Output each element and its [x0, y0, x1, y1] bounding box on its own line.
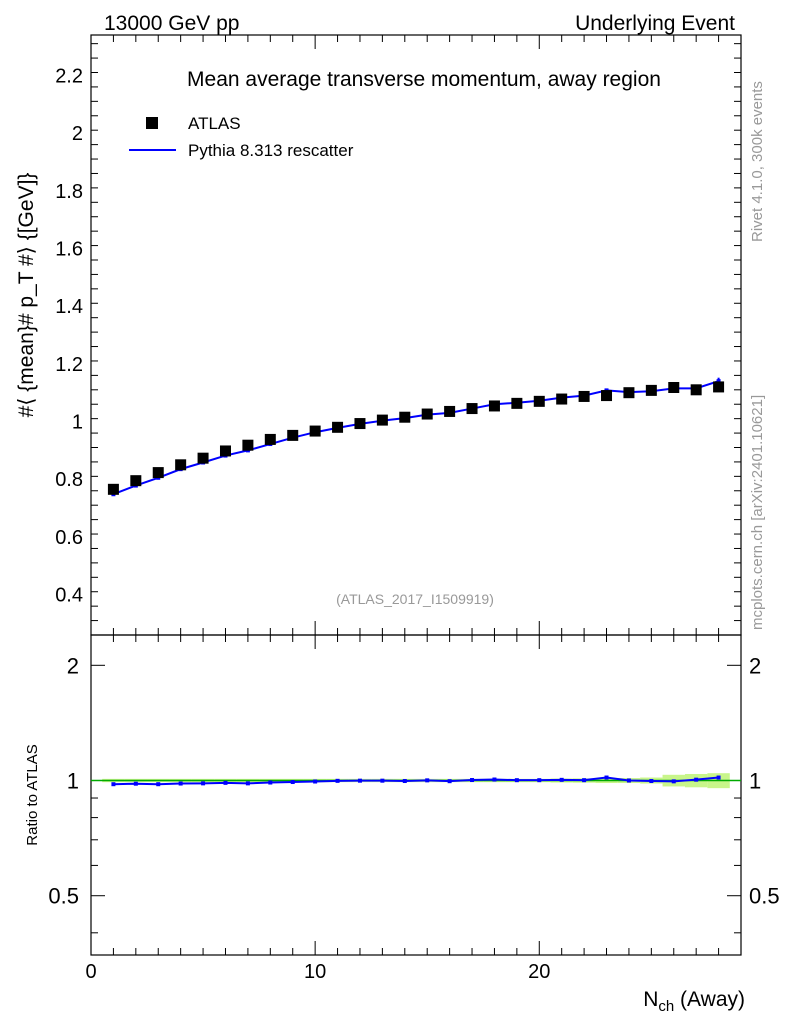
- ratio-panel-frame: [90, 634, 742, 956]
- ratio-y-axis-label: Ratio to ATLAS: [24, 744, 41, 845]
- main-y-tick-label: 1.6: [55, 238, 83, 260]
- atlas-point: [219, 445, 231, 457]
- main-y-tick-label: 2: [72, 123, 83, 145]
- atlas-point: [668, 382, 680, 393]
- ratio-pythia-point: [716, 775, 721, 780]
- x-tick-label: 0: [85, 961, 96, 983]
- atlas-point: [287, 429, 299, 441]
- ratio-pythia-point: [671, 779, 676, 784]
- ratio-y-tick-label: 1: [67, 769, 79, 794]
- main-y-tick-label: 0.4: [55, 585, 83, 607]
- ratio-pythia-point: [425, 778, 430, 783]
- atlas-point: [152, 467, 164, 479]
- atlas-point: [488, 400, 500, 412]
- atlas-point: [399, 411, 411, 423]
- ratio-pythia-point: [133, 781, 138, 786]
- ratio-pythia-point: [649, 779, 654, 784]
- atlas-point: [354, 418, 366, 430]
- atlas-point: [376, 414, 388, 426]
- ratio-pythia-point: [492, 777, 497, 782]
- ratio-pythia-point: [156, 782, 161, 787]
- ratio-y-tick-labels: 0.5 1 2: [48, 653, 79, 908]
- ratio-y-tick-label-right: 1: [749, 769, 761, 794]
- ratio-pythia-point: [357, 778, 362, 783]
- rivet-label: Rivet 4.1.0, 300k events: [749, 81, 766, 242]
- x-tick-labels: 0 10 20: [85, 961, 550, 983]
- legend: ATLAS Pythia 8.313 rescatter: [129, 114, 354, 160]
- ratio-pythia-point: [559, 777, 564, 782]
- ratio-pythia-point: [380, 778, 385, 783]
- ratio-pythia-point: [178, 781, 183, 786]
- main-y-tick-labels: 0.4 0.6 0.8 1 1.2 1.4 1.6 1.8 2 2.2: [55, 65, 83, 606]
- ratio-pythia-series: [111, 775, 721, 787]
- atlas-point: [421, 408, 433, 420]
- atlas-point: [332, 421, 344, 433]
- header-left: 13000 GeV pp: [104, 12, 239, 35]
- atlas-point: [601, 390, 613, 402]
- legend-atlas-label: ATLAS: [188, 114, 241, 133]
- ratio-pythia-point: [537, 778, 542, 783]
- main-y-tick-label: 1: [72, 412, 83, 434]
- atlas-point: [713, 381, 725, 393]
- x-tick-label: 20: [528, 961, 550, 983]
- ratio-pythia-point: [268, 780, 273, 785]
- atlas-point: [511, 397, 523, 409]
- ratio-y-tick-label-right: 2: [749, 653, 761, 678]
- atlas-point: [107, 483, 119, 495]
- ratio-pythia-point: [402, 779, 407, 784]
- atlas-point: [197, 452, 209, 464]
- atlas-point: [533, 395, 545, 407]
- main-axis-ticks: [90, 35, 742, 955]
- main-y-tick-label: 2.2: [55, 65, 83, 87]
- atlas-point: [623, 387, 635, 399]
- ratio-pythia-point: [201, 781, 206, 786]
- main-y-tick-label: 1.4: [55, 296, 83, 318]
- ratio-pythia-point: [111, 782, 116, 787]
- x-axis-label: Nch (Away): [643, 988, 745, 1015]
- atlas-point: [556, 393, 568, 405]
- ratio-pythia-point: [447, 779, 452, 784]
- main-y-tick-label: 1.2: [55, 354, 83, 376]
- mcplots-label: mcplots.cern.ch [arXiv:2401.10621]: [749, 395, 766, 630]
- ratio-pythia-line: [113, 776, 719, 786]
- ratio-pythia-point: [694, 777, 699, 782]
- atlas-series: [107, 381, 725, 495]
- ratio-pythia-point: [290, 780, 295, 785]
- ratio-pythia-point: [582, 778, 587, 783]
- atlas-point: [242, 439, 254, 451]
- main-y-tick-label: 1.8: [55, 181, 83, 203]
- atlas-point: [690, 384, 702, 396]
- ratio-pythia-point: [313, 779, 318, 784]
- atlas-point: [130, 475, 142, 487]
- ratio-y-tick-label-right: 0.5: [749, 884, 780, 909]
- main-y-tick-label: 0.6: [55, 527, 83, 549]
- ratio-pythia-point: [626, 778, 631, 783]
- ratio-y-tick-label: 2: [67, 653, 79, 678]
- atlas-point: [444, 405, 456, 417]
- atlas-point: [578, 390, 590, 402]
- plot-title: Mean average transverse momentum, away r…: [187, 68, 661, 91]
- atlas-point: [175, 459, 187, 471]
- atlas-point: [466, 403, 478, 415]
- atlas-point: [264, 433, 276, 445]
- atlas-point: [309, 425, 321, 437]
- y-axis-label: #⟨ {mean}# p_T #⟩ {[GeV]}: [15, 173, 38, 418]
- ratio-pythia-point: [514, 778, 519, 783]
- ratio-pythia-point: [223, 780, 228, 785]
- ratio-y-tick-label: 0.5: [48, 884, 79, 909]
- atlas-point: [645, 384, 657, 396]
- header-right: Underlying Event: [575, 12, 735, 35]
- ratio-pythia-point: [335, 778, 340, 783]
- ratio-y-tick-labels-right: 0.5 1 2: [749, 653, 780, 908]
- main-y-tick-label: 0.8: [55, 469, 83, 491]
- legend-pythia-label: Pythia 8.313 rescatter: [188, 141, 354, 160]
- x-tick-label: 10: [304, 961, 326, 983]
- pythia-line: [113, 380, 719, 496]
- ratio-pythia-point: [245, 781, 250, 786]
- analysis-watermark: (ATLAS_2017_I1509919): [336, 591, 494, 607]
- legend-atlas-marker: [146, 117, 158, 129]
- ratio-pythia-point: [604, 775, 609, 780]
- ratio-pythia-point: [470, 778, 475, 783]
